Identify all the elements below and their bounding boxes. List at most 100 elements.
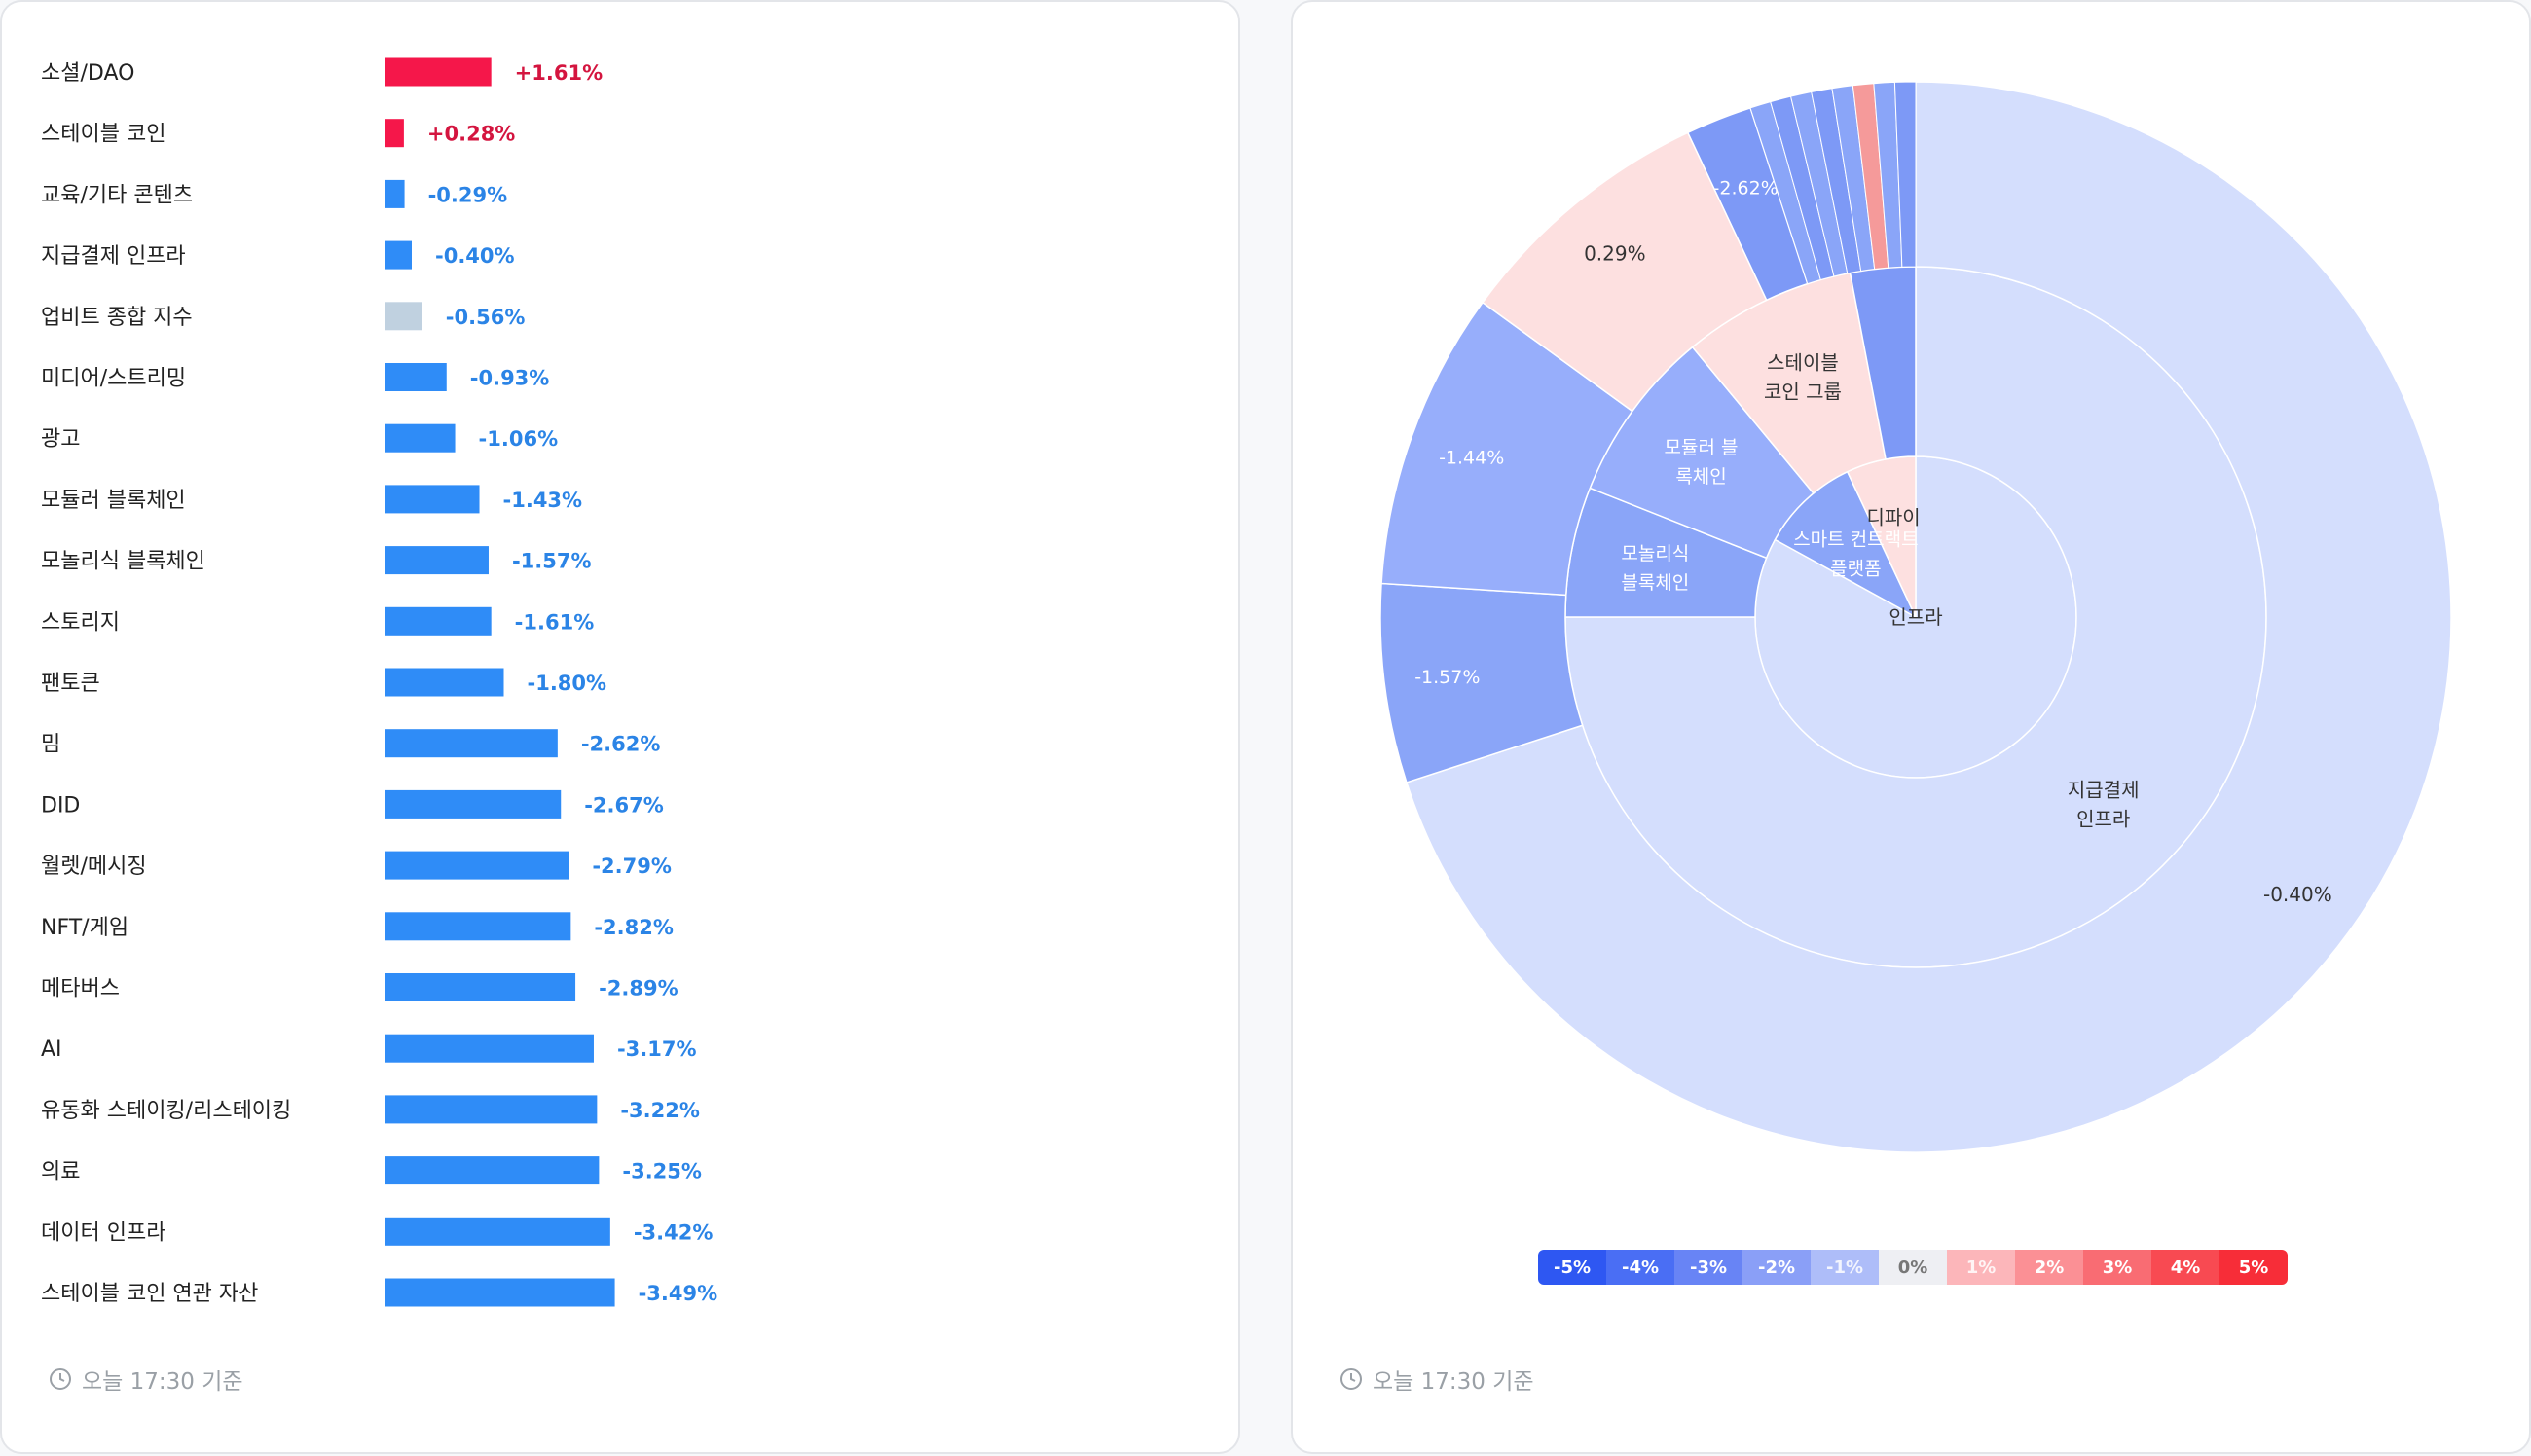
bar[interactable] <box>385 485 480 514</box>
bar-category-label: NFT/게임 <box>41 916 128 940</box>
bar-value-label: -1.57% <box>512 550 592 573</box>
bar-value-label: -1.61% <box>515 610 595 634</box>
sunburst-outer-segment[interactable] <box>1893 81 1917 268</box>
bar-category-label: 모듈러 블록체인 <box>41 489 186 513</box>
bar[interactable] <box>385 668 504 697</box>
bar-value-label: -2.62% <box>581 733 661 756</box>
sector-sunburst-card: 인프라 스마트 컨트랙트 플랫폼 디파이 지급결제 인프라 모놀리식 블록체인 모듈러 블 록체인… <box>1291 0 2531 1454</box>
bar-value-label: -2.79% <box>592 855 672 878</box>
sector-bar-chart: 소셜/DAO +1.61% 스테이블 코인 +0.28% 교육/기타 콘텐츠 -0.29%… <box>41 57 718 1307</box>
bar[interactable] <box>385 119 404 148</box>
sunburst-middle-label: 블록체인 <box>1621 572 1689 594</box>
timestamp-text: 오늘 17:30 기준 <box>1373 1369 1534 1395</box>
clock-icon <box>1339 1367 1363 1391</box>
sunburst-middle-label: 모놀리식 <box>1621 543 1689 564</box>
sunburst-outer-label: -2.62% <box>1713 177 1779 199</box>
bar-value-label: -1.06% <box>479 427 559 451</box>
color-scale-legend: -5% -4% -3% -2% -1% 0% 1% 2% 3% 4% 5% <box>1538 1250 2288 1285</box>
bar-value-label: +1.61% <box>515 61 603 85</box>
legend-cell: 3% <box>2083 1250 2151 1285</box>
bar[interactable] <box>385 302 422 331</box>
sunburst-outer-segment[interactable] <box>1405 81 2452 1153</box>
bar-value-label: -0.56% <box>446 306 526 329</box>
bar-category-label: 광고 <box>41 427 80 452</box>
sunburst-center-label: 인프라 <box>1889 605 1942 629</box>
legend-cell: 1% <box>1947 1250 2015 1285</box>
bar-category-label: 모놀리식 블록체인 <box>41 550 205 574</box>
bar-value-label: -0.40% <box>435 244 515 268</box>
bar[interactable] <box>385 179 405 208</box>
bar-category-label: 업비트 종합 지수 <box>41 306 193 330</box>
bar-value-label: -3.17% <box>617 1037 697 1061</box>
bar-value-label: -3.25% <box>622 1160 702 1183</box>
bar[interactable] <box>385 423 456 453</box>
bar[interactable] <box>385 1095 598 1124</box>
bar-category-label: 스토리지 <box>41 610 120 635</box>
legend-cell: -2% <box>1742 1250 1811 1285</box>
sunburst-outer-label: -0.40% <box>2263 883 2332 906</box>
sunburst-middle-label: 지급결제 <box>2068 779 2140 802</box>
bar[interactable] <box>385 851 569 880</box>
bar-category-label: 소셜/DAO <box>41 61 134 86</box>
legend-cell: 2% <box>2015 1250 2083 1285</box>
bar[interactable] <box>385 1156 600 1185</box>
bar-value-label: -3.49% <box>639 1282 718 1305</box>
bar[interactable] <box>385 240 412 270</box>
bar[interactable] <box>385 789 562 819</box>
sunburst-inner-label: 스마트 컨트랙트 <box>1793 528 1918 550</box>
bar[interactable] <box>385 1217 610 1246</box>
bar[interactable] <box>385 546 489 575</box>
legend-cell: 0% <box>1879 1250 1947 1285</box>
bar-category-label: 의료 <box>41 1160 80 1184</box>
bar[interactable] <box>385 606 492 636</box>
bar-value-label: -0.29% <box>428 183 508 206</box>
bar[interactable] <box>385 912 571 941</box>
legend-cell: 4% <box>2151 1250 2219 1285</box>
bar-category-label: DID <box>41 793 80 818</box>
timestamp: 오늘 17:30 기준 <box>1339 1363 1534 1396</box>
bar-category-label: 월렛/메시징 <box>41 855 147 879</box>
bar-category-label: 스테이블 코인 연관 자산 <box>41 1282 258 1306</box>
sunburst-middle-label: 록체인 <box>1675 466 1726 488</box>
sunburst-outer-label: 0.29% <box>1584 241 1646 265</box>
legend-cell: -1% <box>1811 1250 1879 1285</box>
bar-category-label: 밈 <box>41 733 60 757</box>
bar-value-label: -1.43% <box>503 489 583 512</box>
sunburst-middle-label: 코인 그룹 <box>1764 380 1842 403</box>
sunburst-middle-label: 모듈러 블 <box>1665 437 1739 458</box>
timestamp-text: 오늘 17:30 기준 <box>82 1369 243 1395</box>
bar-category-label: 지급결제 인프라 <box>41 244 186 269</box>
bar-category-label: 미디어/스트리밍 <box>41 367 186 391</box>
legend-cell: 5% <box>2219 1250 2288 1285</box>
bar[interactable] <box>385 363 447 391</box>
bar-value-label: -2.67% <box>584 793 664 817</box>
bar[interactable] <box>385 729 558 758</box>
bar[interactable] <box>385 57 492 87</box>
bar-value-label: -3.42% <box>634 1220 714 1244</box>
legend-cell: -4% <box>1606 1250 1674 1285</box>
bar-value-label: +0.28% <box>427 123 515 146</box>
clock-icon <box>49 1367 72 1391</box>
sunburst-inner-label: 디파이 <box>1866 506 1920 529</box>
bar-category-label: 유동화 스테이킹/리스테이킹 <box>41 1099 291 1123</box>
bar-value-label: -0.93% <box>470 367 550 390</box>
bar-value-label: -3.22% <box>620 1099 700 1122</box>
bar-category-label: AI <box>41 1037 62 1062</box>
sunburst-middle-label: 인프라 <box>2076 808 2130 831</box>
bar-value-label: -1.80% <box>528 672 607 695</box>
bar[interactable] <box>385 1034 594 1063</box>
sunburst-outer-label: -1.57% <box>1414 667 1480 688</box>
sunburst-inner-label: 플랫폼 <box>1830 558 1881 579</box>
bar[interactable] <box>385 973 576 1001</box>
bar-category-label: 스테이블 코인 <box>41 123 165 147</box>
legend-cell: -3% <box>1674 1250 1742 1285</box>
sector-performance-card: 소셜/DAO +1.61% 스테이블 코인 +0.28% 교육/기타 콘텐츠 -0.29%… <box>0 0 1240 1454</box>
bar-category-label: 데이터 인프라 <box>41 1220 165 1245</box>
bar-value-label: -2.82% <box>594 916 674 939</box>
timestamp: 오늘 17:30 기준 <box>49 1363 243 1396</box>
bar-category-label: 팬토큰 <box>41 672 100 696</box>
sunburst-outer-label: -1.44% <box>1439 448 1504 469</box>
bar[interactable] <box>385 1278 615 1307</box>
sunburst-middle-label: 스테이블 <box>1767 350 1839 374</box>
